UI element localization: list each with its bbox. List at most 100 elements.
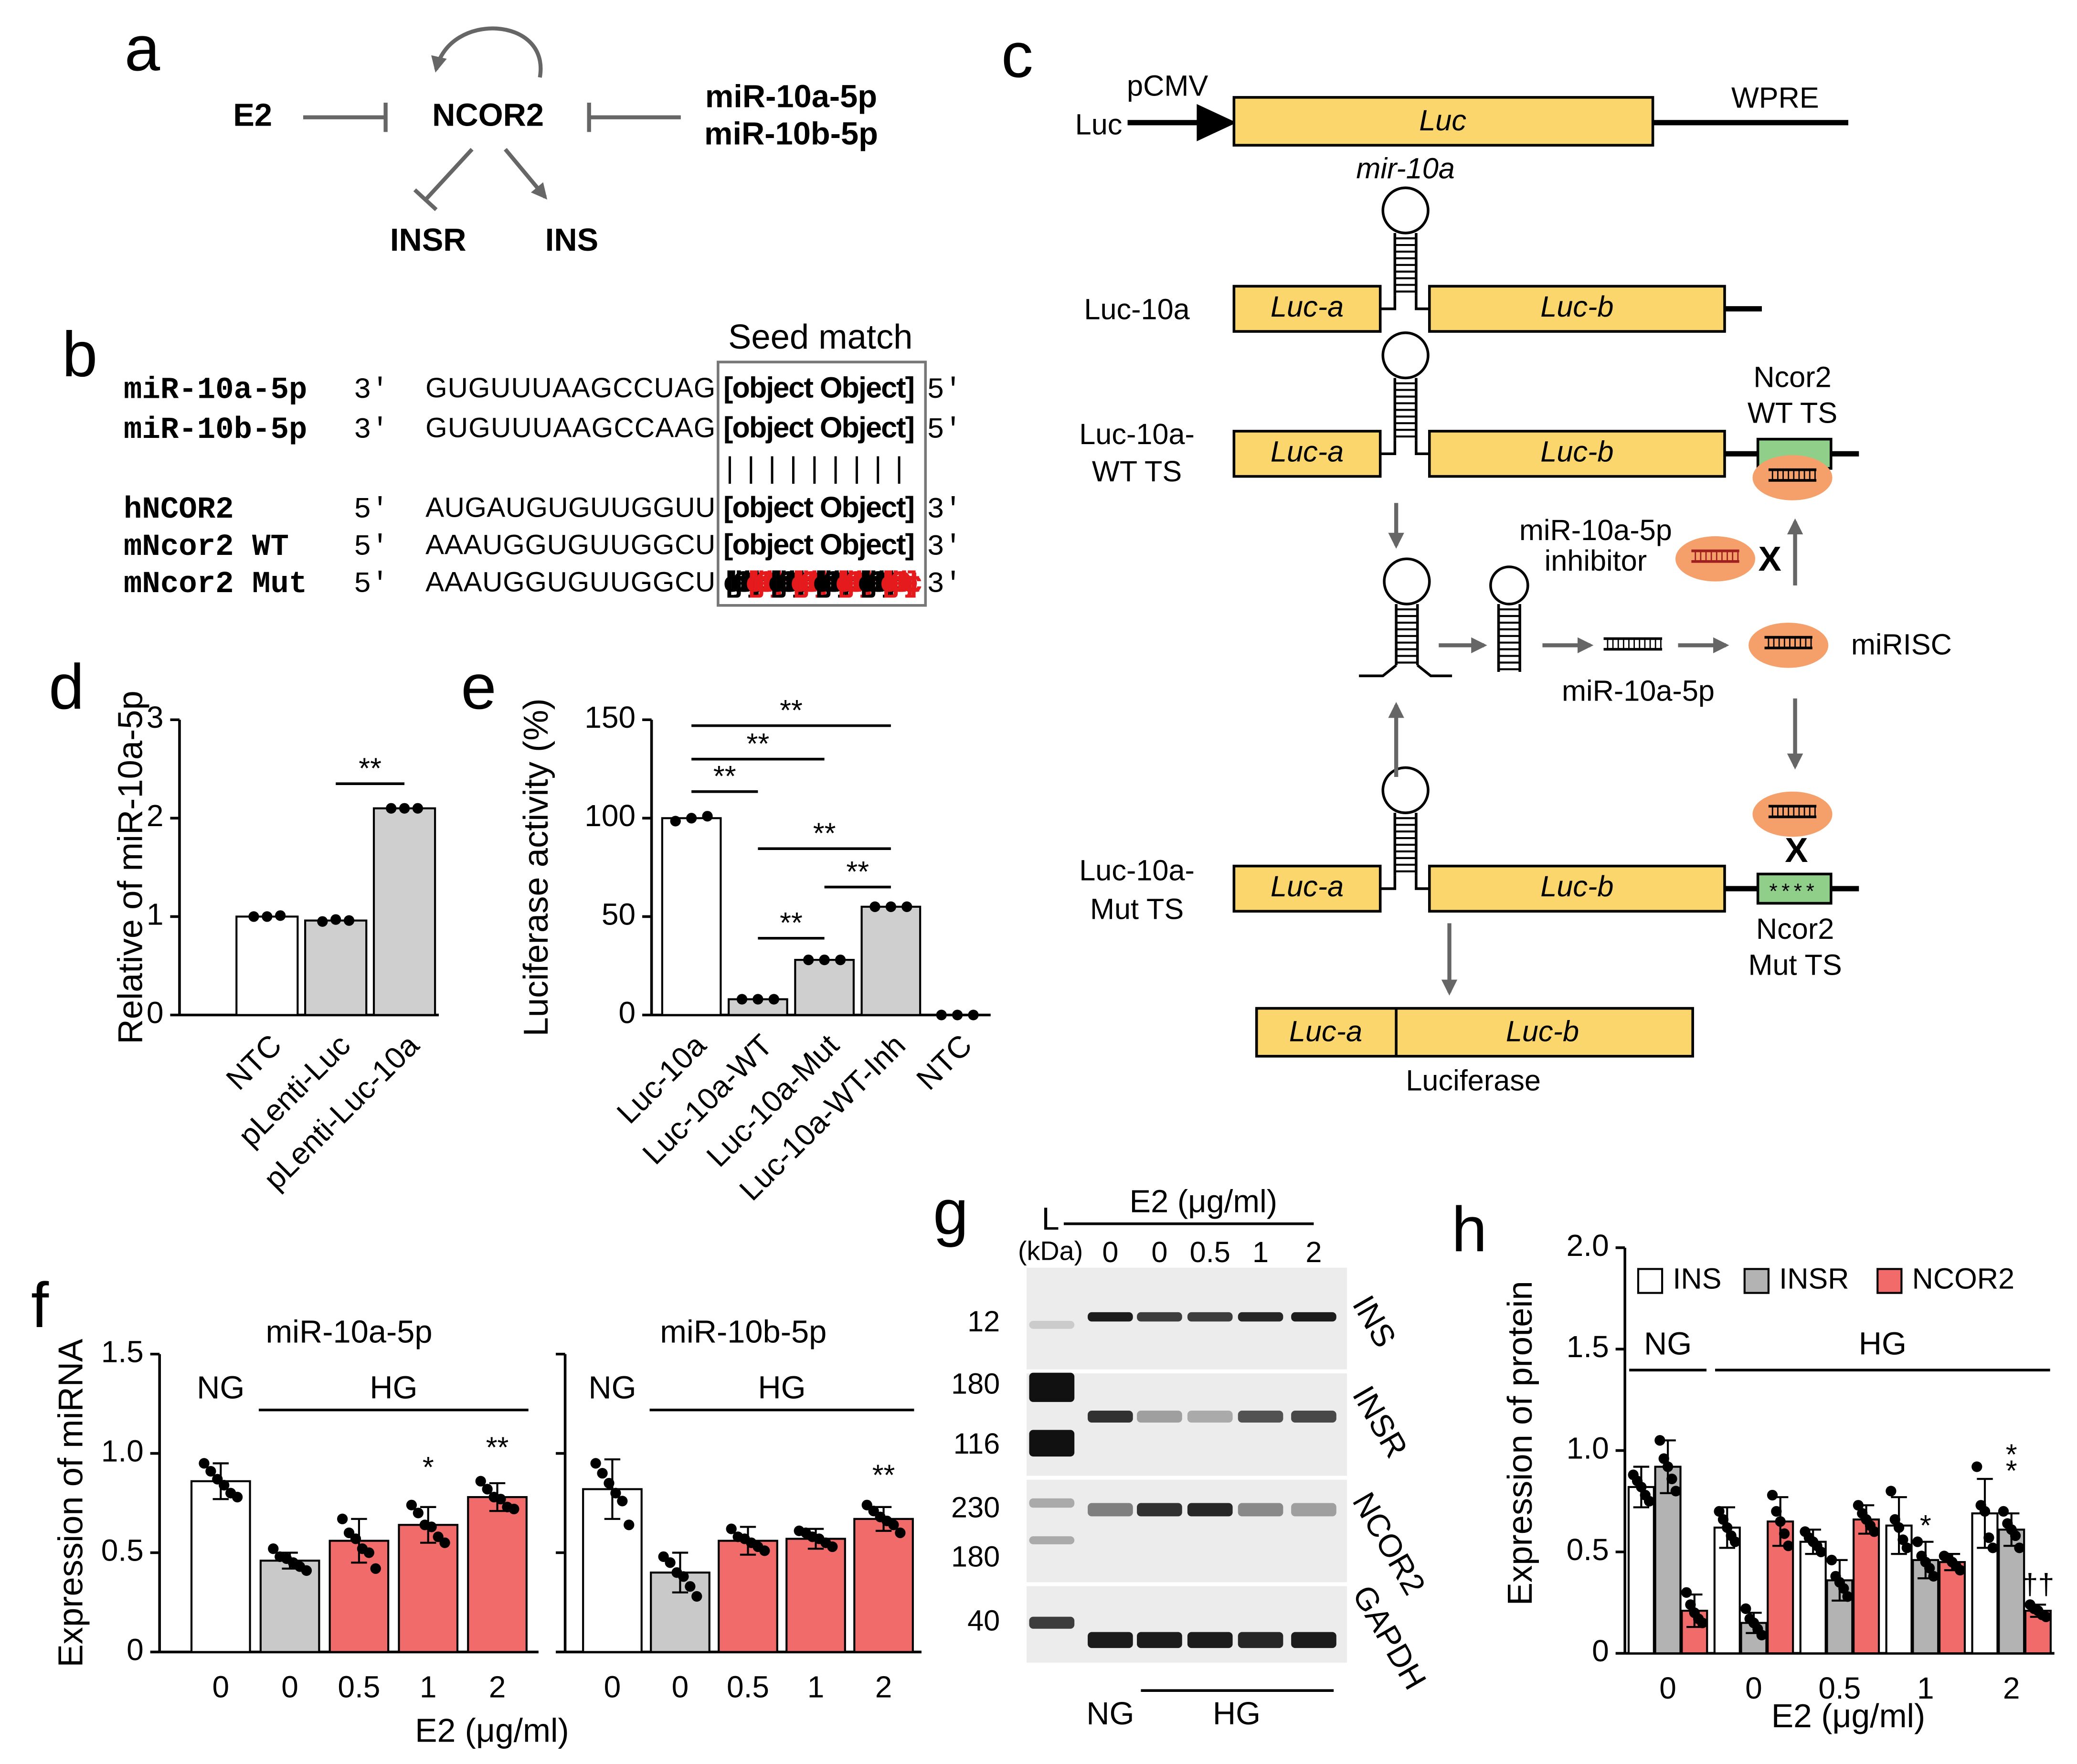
data-point (590, 1458, 601, 1469)
label: Luciferase (1406, 1064, 1541, 1097)
label: miR-10a-5p (1519, 514, 1672, 546)
group-label: HG (1859, 1327, 1907, 1362)
data-point (1842, 1591, 1853, 1602)
data-point (399, 803, 410, 814)
x-tick-label: 0.5 (338, 1669, 380, 1704)
band (1291, 1312, 1336, 1322)
x-tick-label: 0 (212, 1669, 229, 1704)
label: Ncor2 (1753, 361, 1831, 393)
label: WPRE (1731, 82, 1819, 114)
band (1029, 1372, 1075, 1402)
bar (1654, 1466, 1682, 1655)
marker-label: 180 (951, 1541, 1000, 1573)
group-label: HG (370, 1370, 417, 1405)
label: Luc-b (1540, 290, 1613, 323)
group-label: NG (1644, 1327, 1692, 1362)
end-label: 3' (354, 374, 389, 407)
y-tick-label: 1.5 (101, 1335, 144, 1369)
y-tick-label: 0.5 (1567, 1532, 1609, 1567)
promoter-arrow (1197, 104, 1237, 141)
bar (235, 915, 299, 1016)
data-point (1658, 1453, 1669, 1464)
data-point (759, 1545, 770, 1556)
hairpin-loop (1381, 766, 1430, 814)
data-point (1756, 1629, 1767, 1641)
significance: ** (780, 906, 803, 939)
label: inhibitor (1545, 544, 1647, 577)
seed: [object Object][object Object][object Ob… (723, 565, 922, 598)
seed-part: [object Object] (746, 565, 788, 598)
data-point (248, 911, 259, 922)
panel-title: miR-10b-5p (660, 1315, 827, 1350)
label: L (1041, 1201, 1059, 1237)
sequence: GUGUUUAAGCCAAG (425, 413, 715, 444)
data-point (262, 911, 273, 922)
y-tick-label: 0 (127, 1632, 144, 1667)
data-point (686, 813, 697, 824)
significance: ** (359, 752, 381, 785)
band (1029, 1321, 1075, 1329)
significance: ** (846, 855, 869, 888)
data-point (1783, 1541, 1794, 1551)
label: Luc (1419, 104, 1466, 137)
bar (860, 905, 922, 1016)
data-point (702, 811, 713, 822)
data-point (301, 1565, 312, 1576)
luciferase-box (1255, 1007, 1694, 1058)
label: Luc-a (1271, 290, 1344, 323)
band (1238, 1410, 1283, 1423)
y-tick-label: 0.5 (101, 1533, 144, 1567)
data-point (2040, 1611, 2052, 1622)
luc-b-box (1428, 430, 1726, 478)
x-axis-label: E2 (μg/ml) (415, 1712, 569, 1749)
data-point (386, 803, 397, 814)
band (1291, 1632, 1336, 1648)
data-point (670, 816, 681, 827)
band (1291, 1503, 1336, 1517)
bar (794, 958, 855, 1016)
lane-label: 0.5 (1190, 1236, 1230, 1268)
end-label: 3′ (927, 531, 962, 563)
hairpin-loop (1381, 186, 1430, 234)
bar (259, 1560, 320, 1653)
bar (372, 807, 436, 1016)
y-tick-label: 1.5 (1567, 1329, 1609, 1364)
block-mark: X (1785, 831, 1808, 870)
sequence-name: miR-10b-5p (124, 413, 307, 447)
y-tick-label: 50 (602, 897, 636, 931)
data-point (895, 1527, 906, 1539)
data-point (678, 1571, 689, 1582)
bar (853, 1518, 914, 1653)
legend-swatch (1637, 1268, 1664, 1294)
band (1187, 1632, 1233, 1648)
data-point (1643, 1496, 1655, 1507)
node: E2 (233, 97, 272, 133)
significance: * (2006, 1454, 2017, 1487)
significance: * (423, 1451, 434, 1483)
bar (1627, 1486, 1655, 1655)
label: Ncor2 (1756, 913, 1834, 945)
end-label: 3' (354, 414, 389, 446)
data-point (685, 1581, 696, 1592)
significance: ** (780, 694, 803, 726)
y-tick-label: 0 (147, 995, 164, 1030)
risc (1748, 622, 1829, 668)
data-point (1826, 1554, 1837, 1566)
bar (785, 1538, 846, 1653)
seed: [object Object] (723, 491, 915, 523)
data-point (952, 1010, 963, 1020)
band (1137, 1503, 1182, 1517)
label: miR-10a-5p (1562, 675, 1715, 707)
band (1088, 1503, 1133, 1517)
data-point (610, 1488, 621, 1498)
band (1088, 1410, 1133, 1423)
data-point (1815, 1546, 1827, 1558)
data-point (1670, 1486, 1681, 1497)
stem (1380, 875, 1397, 890)
data-point (495, 1494, 506, 1505)
data-point (1662, 1461, 1674, 1472)
data-point (1998, 1506, 2009, 1517)
label: Luc-10a- (1079, 854, 1195, 887)
data-point (363, 1547, 374, 1558)
